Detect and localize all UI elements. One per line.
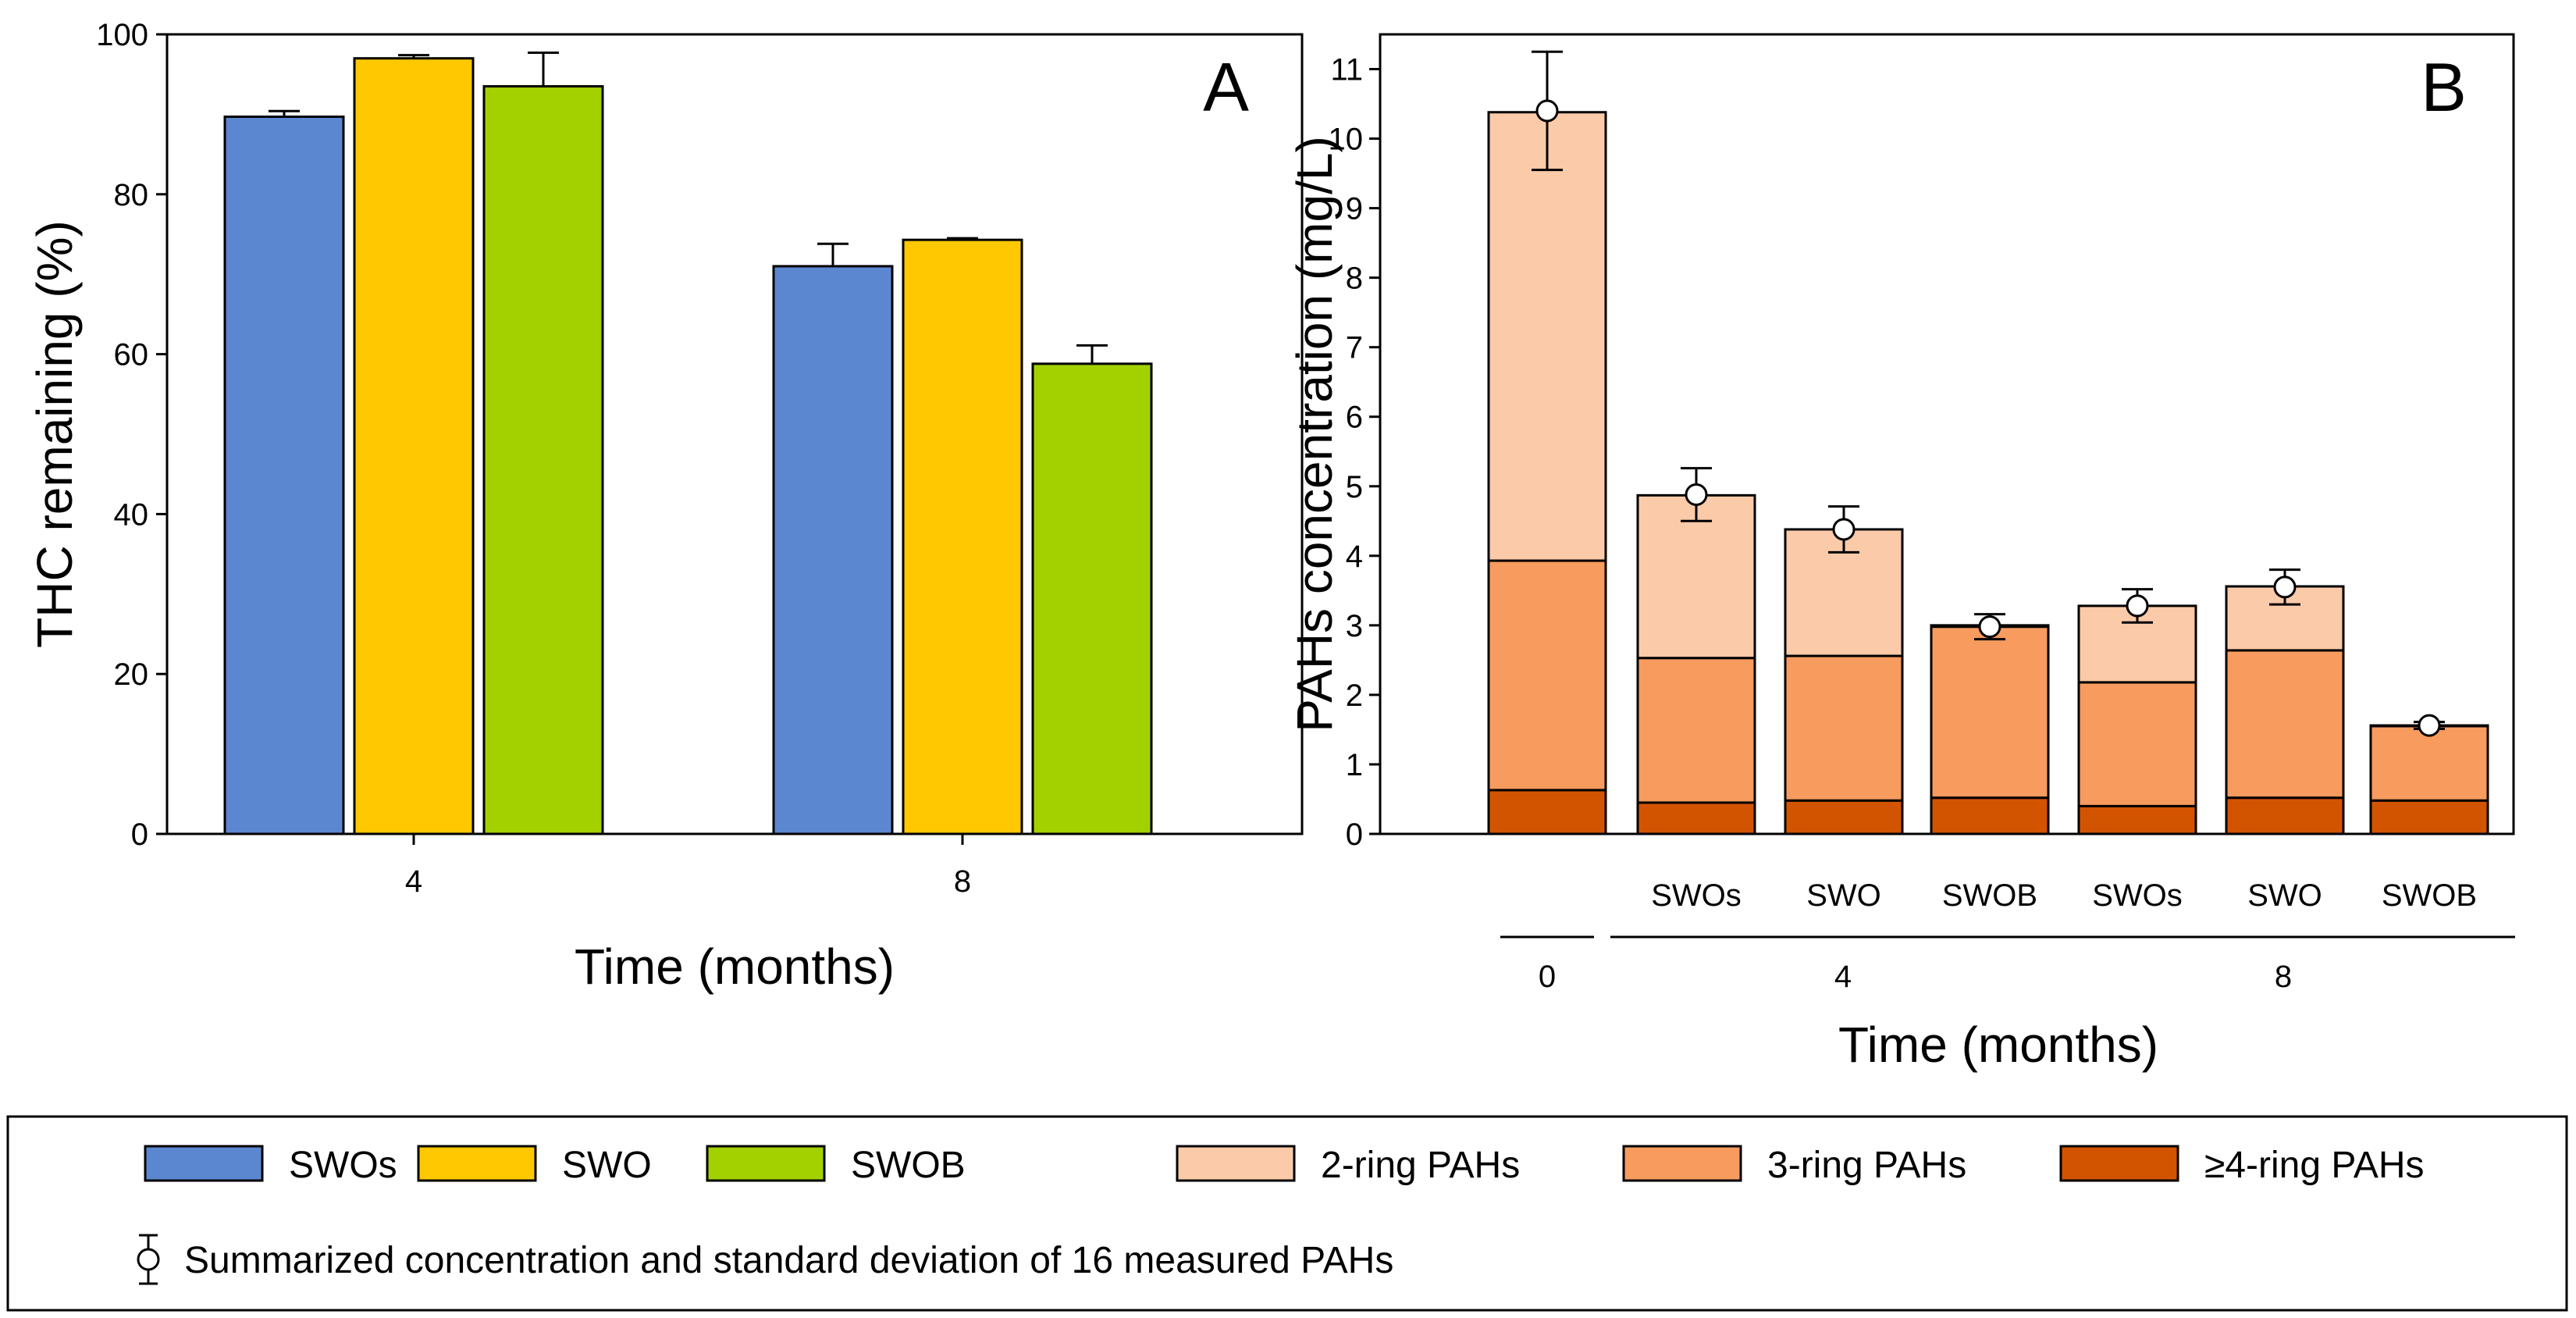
legend-label-swos: SWOs [289, 1145, 397, 1186]
chart-b-x-axis-label: Time (months) [1838, 1017, 2158, 1073]
chart-b-bar-segment-3-ring-pahs [2369, 725, 2489, 802]
chart-a-y-tick-label: 100 [96, 18, 148, 52]
legend-swatch-ge4-ring-pahs [2059, 1145, 2179, 1182]
chart-b-y-tick-label: 10 [1329, 123, 1364, 157]
legend-summary: Summarized concentration and standard de… [137, 1234, 1393, 1285]
chart-b-y-tick-label: 9 [1346, 192, 1363, 226]
chart-b: B PAHs concentration (mg/L) Time (months… [1286, 33, 2515, 1073]
chart-b-category-labels: SWOs SWO SWOB SWOs SWO SWOB [1651, 878, 2477, 913]
legend-swatch-2-ring-pahs [1176, 1145, 1296, 1182]
chart-b-bar-segment-ge4-ring-pahs [1784, 799, 1904, 835]
chart-a-bar-swob [1031, 362, 1153, 835]
chart-a-bar-swos [772, 265, 894, 835]
chart-a-x-tick-label: 8 [954, 864, 971, 899]
legend-summary-marker [137, 1248, 160, 1271]
chart-b-group-label: 8 [2275, 960, 2292, 994]
chart-a-bar-swo [902, 238, 1023, 835]
chart-b-bar-segment-ge4-ring-pahs [1487, 789, 1607, 835]
chart-a-bars [223, 52, 1153, 835]
chart-b-bar-segment-3-ring-pahs [1784, 654, 1904, 802]
chart-b-y-tick-label: 3 [1346, 609, 1363, 643]
chart-a-x-axis-label: Time (months) [575, 939, 895, 995]
chart-b-y-tick-label: 4 [1346, 540, 1363, 574]
chart-b-summary-marker [1832, 518, 1856, 541]
chart-b-y-tick-label: 5 [1346, 470, 1363, 504]
chart-b-y-tick-label: 0 [1346, 818, 1363, 852]
chart-b-summary-marker [2273, 575, 2297, 599]
chart-b-y-ticks: 0 1 2 3 4 5 6 7 8 9 10 11 [1329, 53, 1380, 852]
legend-label-ge4-ring-pahs: ≥4-ring PAHs [2204, 1145, 2425, 1186]
legend-label-2-ring-pahs: 2-ring PAHs [1321, 1145, 1520, 1186]
chart-b-bar-segment-ge4-ring-pahs [1930, 796, 2050, 835]
chart-b-summary-marker [1535, 99, 1559, 123]
chart-b-bar-segment-3-ring-pahs [2077, 681, 2197, 807]
chart-b-group-labels: 0 4 8 [1500, 935, 2515, 994]
legend: SWOs SWO SWOB 2-ring PAHs 3-ring PAHs ≥4-ring… [6, 1115, 2568, 1312]
chart-b-y-tick-label: 6 [1346, 401, 1363, 435]
chart-a-frame [165, 33, 1304, 835]
chart-a: A THC remaining (%) Time (months) 0 20 40 6… [27, 18, 1304, 995]
chart-a-y-tick-label: 0 [131, 818, 148, 852]
chart-a-bar-swos [223, 115, 345, 835]
legend-frame [6, 1115, 2568, 1312]
chart-a-x-tick-label: 4 [405, 864, 422, 899]
chart-b-y-axis-label: PAHs concentration (mg/L) [1286, 136, 1343, 732]
chart-b-bar-segment-2-ring-pahs [1487, 111, 1607, 562]
chart-b-group-label: 4 [1834, 960, 1852, 994]
legend-summary-label: Summarized concentration and standard de… [184, 1240, 1393, 1281]
chart-a-bar-swob [482, 85, 604, 835]
chart-b-y-tick-label: 7 [1346, 331, 1363, 365]
legend-swatch-swos [144, 1145, 264, 1182]
chart-b-category-label: SWOs [2092, 878, 2183, 913]
chart-a-y-tick-label: 60 [114, 338, 149, 372]
legend-swatch-swo [417, 1145, 537, 1182]
chart-a-y-tick-label: 80 [114, 178, 149, 212]
legend-label-3-ring-pahs: 3-ring PAHs [1767, 1145, 1966, 1186]
chart-b-bar-segment-ge4-ring-pahs [2077, 804, 2197, 835]
chart-b-summary-marker [2418, 714, 2441, 737]
legend-items: SWOs SWO SWOB 2-ring PAHs 3-ring PAHs ≥4-ring… [144, 1145, 2425, 1186]
chart-b-summary-marker [1978, 615, 2001, 639]
chart-b-bar-segment-3-ring-pahs [1930, 625, 2050, 800]
chart-b-bar-segment-ge4-ring-pahs [1636, 801, 1756, 835]
legend-label-swob: SWOB [851, 1145, 966, 1186]
chart-b-bars [1487, 50, 2489, 835]
chart-a-panel-label: A [1203, 48, 1249, 126]
chart-b-bar-segment-3-ring-pahs [1487, 559, 1607, 792]
chart-a-y-axis-label: THC remaining (%) [27, 220, 83, 648]
chart-b-y-tick-label: 1 [1346, 748, 1363, 782]
chart-b-bar-segment-ge4-ring-pahs [2369, 799, 2489, 835]
chart-b-group-label: 0 [1539, 960, 1556, 994]
legend-label-swo: SWO [562, 1145, 652, 1186]
chart-b-category-label: SWO [2247, 878, 2322, 913]
chart-b-category-label: SWOB [2382, 878, 2477, 913]
chart-b-y-tick-label: 11 [1330, 53, 1363, 87]
chart-b-category-label: SWO [1806, 878, 1881, 913]
chart-b-panel-label: B [2421, 48, 2467, 126]
chart-b-bar-segment-ge4-ring-pahs [2225, 796, 2345, 835]
chart-b-summary-marker [2126, 594, 2149, 618]
chart-b-category-label: SWOB [1942, 878, 2037, 913]
chart-a-y-tick-label: 20 [114, 657, 149, 692]
chart-b-category-label: SWOs [1651, 878, 1742, 913]
legend-swatch-3-ring-pahs [1622, 1145, 1742, 1182]
chart-a-bar-swo [353, 57, 475, 835]
legend-swatch-swob [706, 1145, 826, 1182]
chart-a-y-ticks: 0 20 40 60 80 100 [96, 18, 167, 852]
chart-b-bar-segment-3-ring-pahs [1636, 657, 1756, 804]
chart-b-y-tick-label: 2 [1346, 679, 1363, 713]
chart-b-summary-marker [1685, 483, 1708, 506]
chart-a-y-tick-label: 40 [114, 497, 149, 532]
chart-b-y-tick-label: 8 [1346, 262, 1363, 296]
chart-b-bar-segment-3-ring-pahs [2225, 649, 2345, 800]
